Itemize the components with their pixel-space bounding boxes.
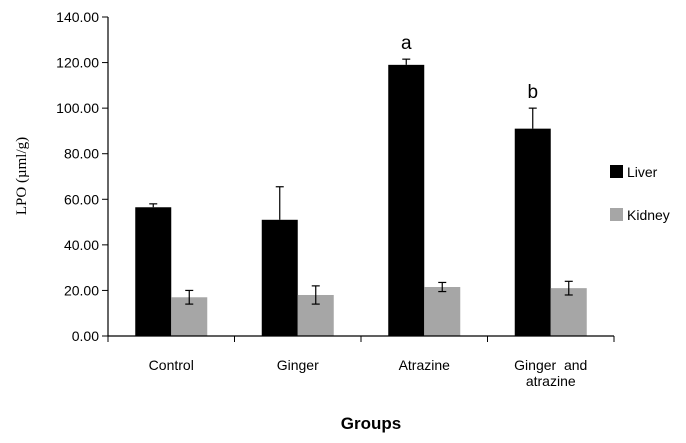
x-category-label: Ginger bbox=[277, 357, 319, 373]
y-tick-label: 0.00 bbox=[72, 328, 99, 344]
bar-liver-2 bbox=[388, 64, 425, 336]
x-category-label: Control bbox=[149, 357, 194, 373]
x-category-label: atrazine bbox=[526, 373, 576, 389]
y-axis-title: LPO (µml/g) bbox=[14, 137, 30, 215]
legend-label-liver: Liver bbox=[627, 164, 658, 180]
bars bbox=[135, 64, 587, 336]
y-tick-label: 100.00 bbox=[56, 100, 99, 116]
significance-label: a bbox=[401, 33, 412, 54]
annotations: ab bbox=[401, 33, 538, 103]
y-axis-ticks: 0.00 20.00 40.00 60.00 80.00 100.00 120.00 140.… bbox=[56, 9, 108, 344]
bar-kidney-2 bbox=[424, 287, 461, 336]
legend-label-kidney: Kidney bbox=[627, 207, 670, 223]
y-tick-label: 120.00 bbox=[56, 55, 99, 71]
bar-liver-0 bbox=[135, 207, 172, 336]
axes bbox=[107, 17, 615, 342]
significance-label: b bbox=[527, 82, 538, 103]
legend: Liver Kidney bbox=[610, 164, 670, 223]
y-tick-label: 20.00 bbox=[64, 282, 99, 298]
legend-swatch-kidney bbox=[610, 208, 623, 221]
bar-kidney-3 bbox=[550, 288, 587, 336]
bar-liver-1 bbox=[261, 219, 298, 336]
x-axis-title: Groups bbox=[341, 414, 401, 433]
error-bars bbox=[149, 58, 573, 305]
y-tick-label: 40.00 bbox=[64, 237, 99, 253]
y-tick-label: 60.00 bbox=[64, 191, 99, 207]
x-category-label: Atrazine bbox=[399, 357, 451, 373]
bar-liver-3 bbox=[514, 128, 551, 336]
x-category-label: Ginger and bbox=[514, 357, 587, 373]
y-tick-label: 80.00 bbox=[64, 146, 99, 162]
y-tick-label: 140.00 bbox=[56, 9, 99, 25]
legend-swatch-liver bbox=[610, 165, 623, 178]
